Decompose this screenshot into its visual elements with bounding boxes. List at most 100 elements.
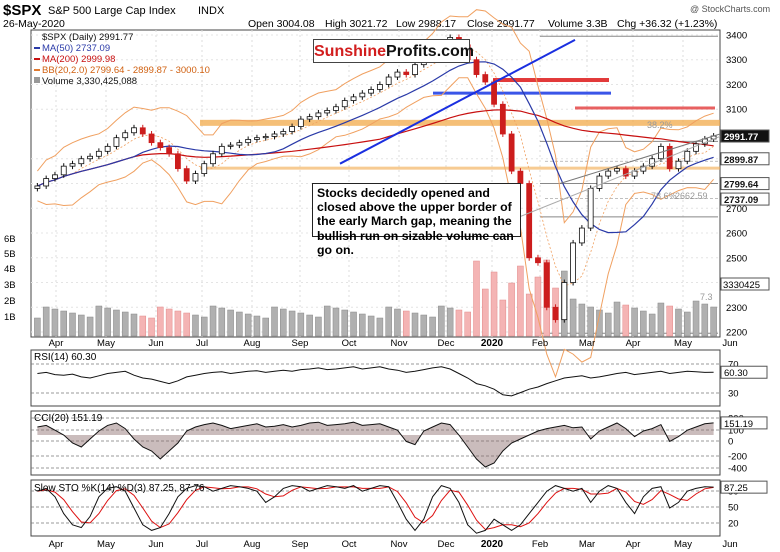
fib-786-value: 2662.59 bbox=[675, 191, 708, 201]
candle-body bbox=[201, 163, 208, 174]
header-volume: Volume 3.3B bbox=[548, 18, 608, 30]
candle-body bbox=[315, 112, 322, 118]
volume-bar bbox=[42, 306, 50, 337]
candle-body bbox=[166, 147, 173, 155]
volume-bar bbox=[244, 313, 252, 337]
candle-body bbox=[262, 136, 269, 139]
volume-bar bbox=[262, 317, 269, 337]
indicator-tick-label: 100 bbox=[728, 426, 744, 437]
indicators bbox=[37, 366, 714, 534]
candle-body bbox=[69, 163, 76, 167]
x-tick-label: Apr bbox=[49, 539, 64, 550]
candle-body bbox=[245, 139, 252, 144]
indicator-badge-label: 87.25 bbox=[724, 483, 748, 494]
candle-body bbox=[175, 153, 181, 170]
price-tick-label: 3200 bbox=[726, 80, 747, 91]
x-tick-label: Jul bbox=[196, 338, 208, 349]
rsi-panel bbox=[30, 349, 721, 407]
price-tick-label: 3400 bbox=[726, 30, 747, 41]
x-tick-label: Aug bbox=[244, 338, 261, 349]
price-badge bbox=[720, 129, 770, 143]
x-tick-label: Jul bbox=[196, 539, 208, 550]
x-tick-label: Nov bbox=[391, 539, 408, 550]
header-change: Chg +36.32 (+1.23%) bbox=[617, 18, 717, 30]
candle-body bbox=[508, 133, 515, 172]
orange-support-line bbox=[200, 166, 720, 170]
x-tick-label: Jun bbox=[722, 338, 737, 349]
volume-bar bbox=[710, 306, 717, 337]
indicator-tick-label: 70 bbox=[728, 360, 739, 371]
volume-bar bbox=[622, 304, 630, 337]
x-tick-label: Feb bbox=[532, 338, 548, 349]
volume-bar bbox=[315, 316, 322, 337]
indicator-badge-label: 60.30 bbox=[724, 368, 748, 379]
volume-bar bbox=[525, 293, 533, 337]
candle-body bbox=[34, 185, 41, 189]
volume-bar bbox=[587, 306, 594, 337]
fib-bottom-label: 7.3 bbox=[700, 292, 713, 302]
bb-lower bbox=[37, 77, 714, 379]
candle-body bbox=[578, 227, 585, 244]
annotation-box: Stocks decidedly opened and closed above… bbox=[312, 183, 521, 257]
volume-bar bbox=[666, 305, 673, 337]
header-date: 26-May-2020 bbox=[3, 18, 65, 30]
candle-body bbox=[192, 173, 199, 182]
candle-body bbox=[552, 306, 559, 321]
indicator-badge bbox=[720, 480, 768, 494]
volume-bar bbox=[323, 305, 331, 337]
candle-body bbox=[561, 282, 568, 321]
volume-bar bbox=[517, 265, 524, 337]
price-tick-label: 2500 bbox=[726, 253, 747, 264]
cci-title: CCI(20) 151.19 bbox=[34, 413, 103, 424]
volume-bar bbox=[473, 260, 480, 337]
candle-body bbox=[227, 144, 234, 147]
sunshine-profits-logo: SunshineProfits.com bbox=[313, 39, 474, 63]
volume-tick-label: 5B bbox=[4, 249, 16, 260]
trend-lines bbox=[339, 39, 721, 222]
x-tick-label: Sep bbox=[292, 338, 309, 349]
header-low: Low 2988.17 bbox=[396, 18, 456, 30]
x-tick-label: Apr bbox=[626, 539, 641, 550]
candle-body bbox=[376, 84, 383, 90]
price-tick-label: 3300 bbox=[726, 55, 747, 66]
sto-title: Slow STO %K(14) %D(3) 87.25, 87.76 bbox=[34, 483, 205, 494]
volume-bar bbox=[86, 316, 94, 337]
volume-bar bbox=[701, 303, 709, 337]
x-tick-label: Mar bbox=[579, 338, 595, 349]
indicator-tick-label: 20 bbox=[728, 519, 739, 530]
x-tick-label: May bbox=[97, 539, 115, 550]
price-tick-label: 2200 bbox=[726, 328, 747, 339]
volume-bar bbox=[648, 313, 656, 337]
candle-body bbox=[394, 71, 401, 78]
volume-bar bbox=[411, 312, 419, 337]
header-close: Close 2991.77 bbox=[467, 18, 535, 30]
volume-bar bbox=[508, 282, 515, 337]
price-badge bbox=[720, 192, 770, 206]
volume-bar bbox=[350, 311, 357, 337]
volume-bar bbox=[402, 310, 410, 337]
volume-bar bbox=[280, 308, 287, 337]
volume-bar bbox=[253, 315, 261, 337]
volume-bar bbox=[420, 314, 428, 337]
volume-bar bbox=[297, 312, 305, 337]
candle-body bbox=[596, 175, 603, 189]
volume-bar bbox=[95, 305, 103, 337]
candle-body bbox=[350, 96, 357, 101]
price-badge-label: 2737.09 bbox=[724, 195, 758, 206]
candle-body bbox=[333, 106, 339, 111]
price-tick-label: 2600 bbox=[726, 229, 747, 240]
candle-body bbox=[587, 188, 594, 229]
candle-body bbox=[271, 133, 278, 137]
indicator-tick-label: -200 bbox=[728, 452, 747, 463]
x-tick-label: Apr bbox=[626, 338, 641, 349]
volume-bar bbox=[692, 300, 700, 337]
x-tick-label: May bbox=[674, 338, 692, 349]
volume-bar bbox=[490, 271, 498, 337]
candle-body bbox=[482, 74, 489, 83]
watermark: @ StockCharts.com bbox=[690, 4, 770, 14]
volume-bar bbox=[675, 308, 682, 337]
candle-body bbox=[385, 76, 392, 85]
volume-bar bbox=[446, 307, 454, 337]
candle-body bbox=[473, 59, 480, 75]
candle-body bbox=[139, 127, 146, 135]
